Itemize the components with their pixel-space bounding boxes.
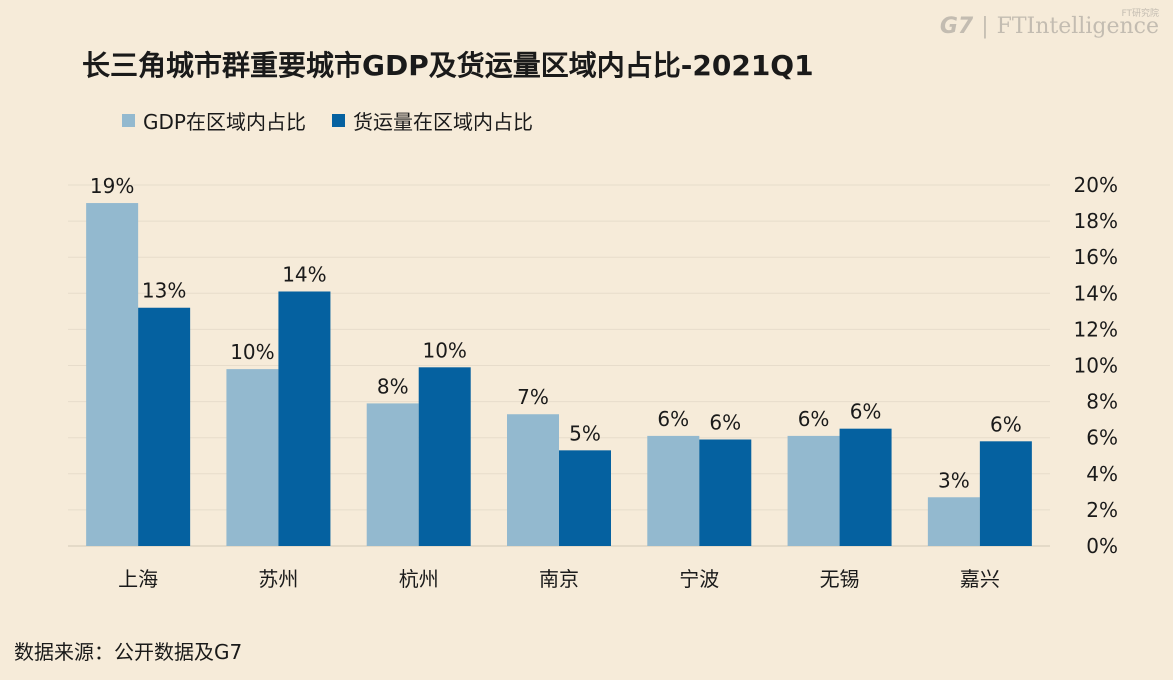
x-tick-label: 上海 bbox=[118, 567, 158, 591]
x-tick-label: 杭州 bbox=[399, 567, 439, 591]
bar-freight bbox=[278, 291, 331, 546]
bar-freight bbox=[418, 367, 471, 546]
y-tick-label: 12% bbox=[1074, 317, 1118, 341]
data-label-gdp: 3% bbox=[938, 468, 970, 492]
y-tick-label: 4% bbox=[1086, 462, 1118, 486]
data-label-freight: 14% bbox=[282, 262, 326, 286]
data-label-gdp: 6% bbox=[798, 407, 830, 431]
bar-freight bbox=[839, 428, 892, 546]
ft-research-label: FT研究院 bbox=[1121, 9, 1159, 19]
bar-freight bbox=[559, 450, 611, 546]
legend-item-freight: 货运量在区域内占比 bbox=[331, 106, 533, 135]
x-tick-label: 嘉兴 bbox=[960, 567, 1000, 591]
bar-freight bbox=[699, 439, 752, 546]
chart-title: 长三角城市群重要城市GDP及货运量区域内占比-2021Q1 bbox=[82, 49, 814, 82]
y-tick-label: 16% bbox=[1074, 245, 1118, 269]
data-label-freight: 13% bbox=[142, 279, 186, 303]
y-tick-label: 2% bbox=[1086, 498, 1118, 522]
data-label-freight: 6% bbox=[990, 412, 1022, 436]
data-label-freight: 6% bbox=[850, 400, 882, 424]
chart-legend: GDP在区域内占比 货运量在区域内占比 bbox=[122, 106, 533, 135]
x-tick-label: 宁波 bbox=[679, 567, 719, 591]
y-tick-label: 8% bbox=[1086, 390, 1118, 414]
brand-logo: G7 | FTIntelligence FT研究院 bbox=[939, 9, 1159, 39]
legend-swatch-gdp bbox=[122, 114, 135, 127]
x-tick-label: 无锡 bbox=[820, 567, 860, 591]
data-source-note: 数据来源：公开数据及G7 bbox=[14, 640, 243, 664]
legend-item-gdp: GDP在区域内占比 bbox=[122, 106, 306, 135]
y-tick-label: 18% bbox=[1074, 209, 1118, 233]
bar-gdp bbox=[787, 435, 840, 546]
bar-freight bbox=[138, 307, 191, 546]
x-tick-label: 南京 bbox=[539, 567, 579, 591]
bar-freight bbox=[979, 441, 1032, 546]
y-tick-label: 14% bbox=[1074, 281, 1118, 305]
ft-intelligence-logo: FTIntelligence bbox=[996, 14, 1159, 39]
bar-gdp bbox=[647, 435, 700, 546]
legend-label-gdp: GDP在区域内占比 bbox=[143, 110, 306, 134]
data-label-freight: 5% bbox=[569, 421, 601, 445]
data-label-gdp: 8% bbox=[377, 374, 409, 398]
data-label-gdp: 10% bbox=[230, 340, 274, 364]
bar-gdp bbox=[366, 403, 419, 546]
y-tick-label: 6% bbox=[1086, 426, 1118, 450]
y-tick-label: 0% bbox=[1086, 534, 1118, 558]
data-label-gdp: 6% bbox=[657, 407, 689, 431]
y-tick-label: 10% bbox=[1074, 354, 1118, 378]
legend-swatch-freight bbox=[331, 114, 345, 127]
data-label-gdp: 7% bbox=[517, 385, 549, 409]
legend-label-freight: 货运量在区域内占比 bbox=[352, 110, 533, 134]
data-label-freight: 6% bbox=[709, 411, 741, 435]
bar-gdp bbox=[927, 497, 980, 546]
y-tick-label: 20% bbox=[1074, 173, 1118, 197]
bar-gdp bbox=[86, 203, 139, 547]
brand-separator: | bbox=[981, 14, 989, 39]
data-label-freight: 10% bbox=[422, 338, 466, 362]
g7-logo: G7 bbox=[939, 14, 974, 39]
x-tick-label: 苏州 bbox=[258, 567, 298, 591]
bar-gdp bbox=[507, 414, 559, 546]
data-label-gdp: 19% bbox=[90, 174, 134, 198]
bar-gdp bbox=[226, 369, 279, 546]
